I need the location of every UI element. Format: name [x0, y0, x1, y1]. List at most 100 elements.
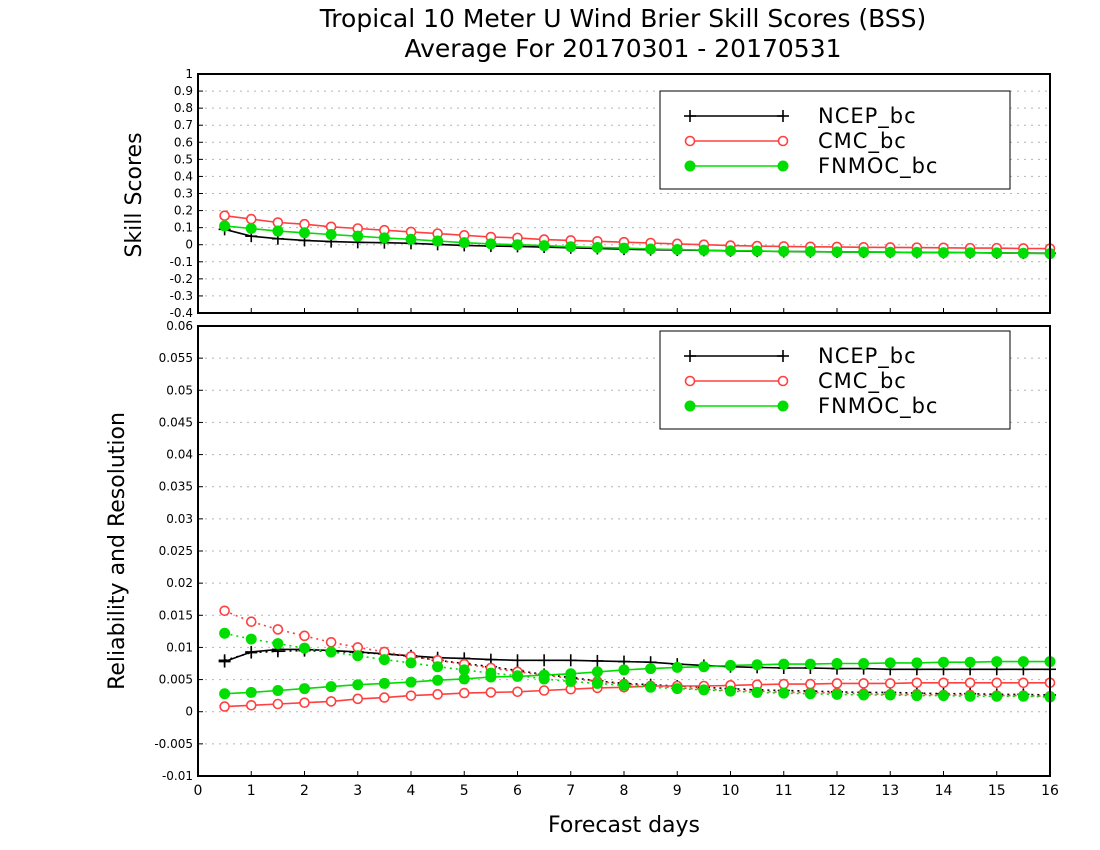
top-series-FNMOC_bc	[219, 220, 1056, 260]
data-point	[512, 686, 523, 698]
legend-marker	[777, 375, 789, 387]
bottom-ytick-label: 0.025	[159, 544, 193, 558]
data-point	[884, 689, 896, 701]
top-ytick-label: -0.3	[170, 289, 193, 303]
data-point	[591, 677, 603, 689]
data-point	[378, 232, 390, 244]
data-point	[219, 688, 231, 700]
data-point	[804, 658, 816, 670]
data-point	[485, 671, 497, 683]
bottom-series-FNMOC_bc-resolution	[219, 656, 1056, 700]
data-point	[538, 654, 551, 667]
data-point	[938, 690, 949, 702]
data-point	[405, 690, 417, 701]
legend-label: CMC_bc	[818, 369, 907, 394]
data-point	[432, 674, 444, 686]
data-point	[405, 233, 417, 245]
bottom-panel: -0.01 -0.005 0 0.005 0.01 0.015 0.02 0.025 0.03 0…	[154, 319, 1059, 799]
data-point	[352, 230, 364, 242]
data-point	[245, 699, 257, 711]
bottom-ytick-label: 0.06	[166, 319, 193, 333]
data-point	[964, 690, 976, 702]
data-point	[378, 654, 390, 666]
data-point	[458, 687, 470, 699]
xlabel: Forecast days	[548, 813, 700, 838]
data-point	[325, 681, 337, 693]
top-ytick-label: 0.3	[174, 187, 193, 201]
data-point	[512, 670, 523, 682]
top-ytick-label: -0.1	[170, 255, 193, 269]
data-point	[299, 227, 310, 239]
data-point	[272, 225, 284, 237]
data-point	[911, 657, 923, 669]
data-point	[1017, 247, 1029, 259]
data-point	[272, 638, 284, 650]
data-point	[618, 664, 630, 676]
top-ytick-label: -0.4	[170, 306, 193, 320]
legend-marker	[684, 350, 696, 362]
data-point	[751, 659, 763, 671]
xtick-label: 0	[194, 783, 203, 799]
data-point	[299, 630, 310, 642]
data-point	[565, 241, 577, 253]
data-point	[432, 235, 444, 247]
bottom-ytick-label: -0.005	[154, 737, 193, 751]
legend-marker	[777, 350, 789, 362]
data-point	[325, 696, 337, 707]
data-point	[325, 636, 337, 648]
data-point	[485, 687, 497, 698]
data-point	[432, 661, 444, 673]
legend-marker	[684, 110, 696, 122]
legend-item: NCEP_bc	[684, 344, 917, 369]
data-point	[964, 656, 976, 668]
chart-subtitle: Average For 20170301 - 20170531	[404, 34, 841, 63]
top-ytick-label: 0.5	[174, 152, 193, 166]
data-point	[671, 661, 683, 673]
data-point	[511, 654, 524, 667]
top-ytick-label: 0	[185, 238, 193, 252]
data-point	[778, 678, 790, 690]
xtick-label: 4	[407, 783, 416, 799]
top-ylabel: Skill Scores	[122, 132, 147, 257]
legend-label: FNMOC_bc	[818, 394, 938, 419]
bottom-ytick-label: 0.01	[166, 640, 193, 654]
series-line	[224, 648, 1050, 671]
data-point	[272, 685, 284, 696]
data-point	[671, 243, 683, 255]
data-point	[964, 677, 976, 689]
data-point	[964, 247, 976, 259]
xtick-label: 15	[988, 783, 1006, 799]
legend-box	[659, 90, 1011, 190]
data-point	[565, 668, 577, 680]
data-point	[538, 669, 550, 681]
legend-label: FNMOC_bc	[818, 154, 938, 179]
data-point	[831, 678, 843, 689]
data-point	[272, 624, 284, 635]
legend-label: NCEP_bc	[818, 344, 917, 369]
data-point	[804, 246, 816, 258]
legend-marker	[684, 160, 696, 172]
legend-box	[659, 330, 1011, 430]
bottom-ytick-label: 0.04	[166, 448, 193, 462]
legend-marker	[777, 400, 789, 412]
data-point	[219, 605, 230, 617]
data-point	[858, 678, 869, 689]
data-point	[1018, 677, 1029, 689]
data-point	[938, 677, 949, 689]
data-point	[911, 677, 923, 689]
data-point	[725, 659, 736, 671]
data-point	[991, 677, 1003, 689]
data-point	[378, 677, 390, 689]
xtick-label: 16	[1041, 783, 1059, 799]
data-point	[299, 683, 310, 695]
bottom-ytick-label: 0.02	[166, 576, 193, 590]
chart-title: Tropical 10 Meter U Wind Brier Skill Sco…	[319, 4, 927, 33]
data-point	[911, 690, 923, 702]
data-point	[219, 701, 230, 712]
data-point	[591, 666, 603, 678]
bottom-ytick-label: 0.015	[159, 608, 193, 622]
xtick-label: 1	[247, 783, 256, 799]
data-point	[751, 686, 763, 698]
xtick-label: 6	[513, 783, 522, 799]
